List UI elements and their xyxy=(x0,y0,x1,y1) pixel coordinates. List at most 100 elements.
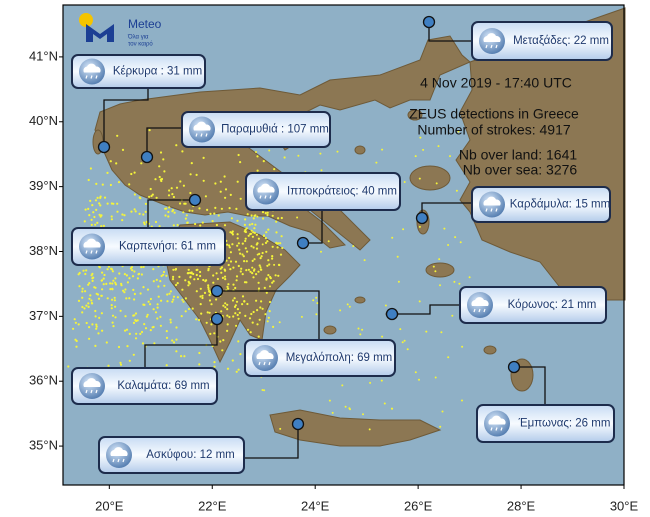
lightning-dot xyxy=(84,290,87,293)
lightning-dot xyxy=(212,274,215,277)
lightning-dot xyxy=(162,273,165,276)
lightning-dot xyxy=(191,307,194,310)
lightning-dot xyxy=(236,233,239,236)
lightning-dot xyxy=(419,136,422,139)
lightning-dot xyxy=(187,272,190,275)
lightning-dot xyxy=(164,214,167,217)
lightning-dot xyxy=(209,212,212,215)
lightning-dot xyxy=(447,356,450,359)
lightning-dot xyxy=(155,196,158,199)
lightning-dot xyxy=(176,223,179,227)
lightning-dot xyxy=(87,283,90,286)
lightning-dot xyxy=(81,311,84,314)
lightning-dot xyxy=(81,287,84,290)
lightning-dot xyxy=(336,150,339,153)
lightning-dot xyxy=(381,148,384,151)
lightning-dot xyxy=(438,258,441,261)
lightning-dot xyxy=(213,212,216,215)
lightning-dot xyxy=(170,187,173,190)
lightning-dot xyxy=(97,297,101,300)
leader-line xyxy=(392,304,460,315)
lightning-dot xyxy=(124,315,127,318)
lightning-dot xyxy=(109,288,112,291)
lightning-dot xyxy=(109,183,112,187)
station-marker xyxy=(140,150,154,164)
lightning-dot xyxy=(276,242,279,245)
lightning-dot xyxy=(232,266,235,269)
lightning-dot xyxy=(454,236,457,239)
lightning-dot xyxy=(100,214,103,217)
lightning-dot xyxy=(102,224,105,227)
lightning-dot xyxy=(184,217,187,220)
lightning-dot xyxy=(113,299,116,302)
lightning-dot xyxy=(142,286,145,289)
lightning-dot xyxy=(149,187,152,191)
lightning-dot xyxy=(201,296,204,300)
lightning-dot xyxy=(138,212,141,215)
lightning-dot xyxy=(125,274,128,277)
lightning-dot xyxy=(328,399,331,402)
lightning-dot xyxy=(236,237,239,240)
lightning-dot xyxy=(234,260,238,263)
lightning-dot xyxy=(359,333,362,336)
lightning-dot xyxy=(172,298,175,301)
lightning-dot xyxy=(96,293,100,296)
lightning-dot xyxy=(97,332,100,335)
lightning-dot xyxy=(362,413,364,416)
lightning-dot xyxy=(205,321,208,324)
lightning-dot xyxy=(128,183,131,186)
lightning-dot xyxy=(278,321,281,324)
lightning-dot xyxy=(128,277,131,280)
leader-line xyxy=(217,290,320,340)
station-marker xyxy=(507,360,521,374)
rain xyxy=(490,427,503,431)
lightning-dot xyxy=(147,300,150,303)
lightning-dot xyxy=(252,276,255,279)
cloud xyxy=(193,121,211,131)
x-tick-label: 26°E xyxy=(404,498,433,513)
station-box xyxy=(471,21,613,61)
lightning-dot xyxy=(84,272,87,276)
lightning-dot xyxy=(107,265,110,268)
lightning-dot xyxy=(418,177,421,180)
lightning-dot xyxy=(152,280,155,283)
station-box xyxy=(98,436,245,474)
lightning-dot xyxy=(117,345,121,349)
lightning-dot xyxy=(439,284,441,287)
lightning-dot xyxy=(174,268,177,271)
lightning-dot xyxy=(77,299,81,302)
y-tick-label: 39°N xyxy=(29,178,58,193)
lightning-dot xyxy=(266,320,269,323)
summary-title: ZEUS detections in Greece xyxy=(409,106,579,122)
rain xyxy=(112,458,125,463)
lightning-dot xyxy=(190,162,193,165)
lightning-dot xyxy=(229,193,232,196)
lightning-dot xyxy=(132,321,136,324)
lightning-dot xyxy=(235,370,238,373)
lightning-dot xyxy=(96,221,99,224)
lightning-dot xyxy=(252,231,255,234)
lightning-dot xyxy=(152,308,155,311)
lightning-dot xyxy=(88,326,91,329)
station-marker xyxy=(415,211,429,225)
lightning-dot xyxy=(253,258,256,261)
lightning-dot xyxy=(130,172,133,176)
lightning-dot xyxy=(231,299,235,302)
lightning-dot xyxy=(300,315,303,318)
lightning-dot xyxy=(94,309,97,313)
lightning-dot xyxy=(207,284,210,287)
lightning-dot xyxy=(257,237,260,240)
lightning-dot xyxy=(165,364,168,367)
lightning-dot xyxy=(75,345,78,348)
logo-sun xyxy=(79,13,93,27)
lightning-dot xyxy=(251,222,254,226)
lightning-dot xyxy=(233,305,237,308)
lightning-dot xyxy=(157,295,160,298)
lightning-dot xyxy=(246,328,250,331)
lightning-dot xyxy=(275,231,278,234)
lightning-dot xyxy=(199,270,202,274)
lightning-dot xyxy=(230,217,233,220)
lightning-dot xyxy=(271,245,274,248)
lightning-dot xyxy=(220,310,223,313)
lightning-dot xyxy=(133,292,136,296)
